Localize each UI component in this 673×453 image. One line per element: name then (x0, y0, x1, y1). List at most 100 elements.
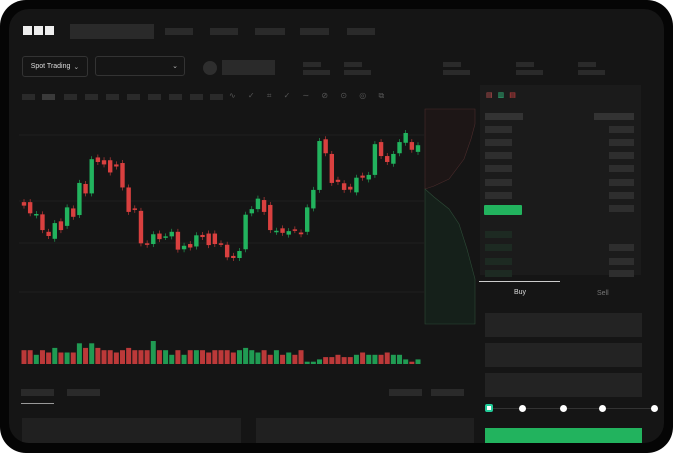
candle (360, 175, 365, 178)
volume-bar (298, 350, 304, 364)
ask-size (609, 179, 634, 186)
volume-bar (58, 352, 64, 364)
spot-trading-label: Spot Trading (30, 63, 71, 70)
volume-bar (187, 350, 193, 364)
candle (138, 210, 144, 244)
candle (323, 139, 328, 154)
volume-bar (21, 350, 27, 364)
volume-bar (384, 352, 390, 364)
amount-input[interactable] (485, 343, 642, 367)
stat-value (443, 70, 470, 75)
volume-bar (347, 357, 353, 364)
volume-bar (236, 350, 242, 364)
nav-item[interactable] (300, 28, 329, 35)
volume-bar (280, 354, 286, 364)
volume-bar (27, 350, 33, 364)
volume-bar (360, 352, 366, 364)
volume-bar (46, 352, 52, 364)
volume-bar (76, 343, 82, 364)
candlestick-chart[interactable] (9, 9, 664, 443)
volume-bar (390, 354, 396, 364)
candle (354, 177, 359, 193)
timeframe-button[interactable] (148, 94, 161, 100)
volume-bar (163, 350, 169, 364)
timeframe-button[interactable] (169, 94, 182, 100)
volume-bar (200, 350, 206, 364)
nav-item[interactable] (165, 28, 193, 35)
volume-bar (378, 354, 384, 364)
tab-order-history[interactable] (67, 389, 100, 396)
volume-bar (206, 352, 212, 364)
filter-button[interactable] (431, 389, 464, 396)
timeframe-button[interactable] (22, 94, 35, 100)
slider-handle[interactable] (485, 404, 493, 412)
candle (317, 141, 322, 190)
volume-bar (212, 350, 218, 364)
volume-bar (150, 341, 156, 364)
volume-bar (193, 350, 199, 364)
timeframe-button[interactable] (106, 94, 119, 100)
tab-buy[interactable]: Buy (514, 289, 527, 296)
timeframe-button[interactable] (85, 94, 98, 100)
ask-size (609, 152, 634, 159)
okx-logo[interactable] (23, 26, 54, 35)
stat-label (443, 62, 461, 67)
candle (304, 207, 310, 232)
volume-bar (120, 350, 125, 364)
candle (34, 214, 39, 216)
timeframe-button[interactable] (190, 94, 203, 100)
stat-value (516, 70, 543, 75)
candle (206, 233, 211, 246)
tab-sell[interactable]: Sell (597, 290, 609, 297)
volume-bar (89, 343, 95, 364)
spot-trading-dropdown[interactable]: Spot Trading ⌄ (22, 56, 88, 77)
nav-item[interactable] (255, 28, 285, 35)
volume-bar (107, 350, 113, 364)
volume-bar (70, 352, 76, 364)
drawing-tools-icons[interactable]: ∿ ✓ ⌗ ✓ ∼ ⊘ ⊙ ◎ ⧉ (229, 91, 390, 100)
tab-open-orders[interactable] (21, 389, 54, 396)
nav-item[interactable] (347, 28, 375, 35)
candle (261, 200, 267, 212)
slider-stop[interactable] (519, 405, 526, 412)
candle (132, 208, 138, 210)
volume-bar (218, 350, 224, 364)
candle (335, 179, 341, 182)
candle (415, 145, 421, 152)
candle (120, 163, 125, 188)
pair-dropdown[interactable]: ⌄ (95, 56, 185, 76)
search-bar[interactable] (70, 24, 154, 39)
candle (249, 209, 254, 214)
bid-price (485, 231, 512, 238)
timeframe-button[interactable] (42, 94, 55, 100)
slider-stop[interactable] (651, 405, 658, 412)
volume-bar (366, 354, 372, 364)
filter-button[interactable] (389, 389, 422, 396)
volume-bar (397, 354, 403, 364)
candle (21, 202, 27, 206)
order-book-view-icons[interactable]: ▤▥▤ (486, 92, 521, 99)
candle (188, 244, 193, 248)
timeframe-button[interactable] (64, 94, 77, 100)
amount-slider[interactable] (489, 408, 655, 409)
candle (52, 223, 57, 239)
slider-stop[interactable] (599, 405, 606, 412)
candle (311, 189, 316, 209)
nav-item[interactable] (210, 28, 238, 35)
timeframe-button[interactable] (127, 94, 140, 100)
price-input[interactable] (485, 313, 642, 337)
candle (274, 230, 279, 233)
order-book-header (485, 113, 523, 120)
total-input[interactable] (485, 373, 642, 397)
volume-bar (286, 352, 292, 364)
app-screen: Spot Trading ⌄ ⌄ ∿ ✓ ⌗ ✓ ∼ ⊘ ⊙ ◎ ⧉ ▤▥▤ B… (9, 9, 664, 443)
timeframe-button[interactable] (210, 94, 223, 100)
candle (181, 245, 187, 250)
candle (231, 255, 236, 258)
buy-button[interactable] (485, 428, 642, 443)
candle (169, 231, 174, 237)
slider-stop[interactable] (560, 405, 567, 412)
volume-bar (335, 354, 341, 364)
candle (298, 232, 304, 235)
stat-value (344, 70, 371, 75)
